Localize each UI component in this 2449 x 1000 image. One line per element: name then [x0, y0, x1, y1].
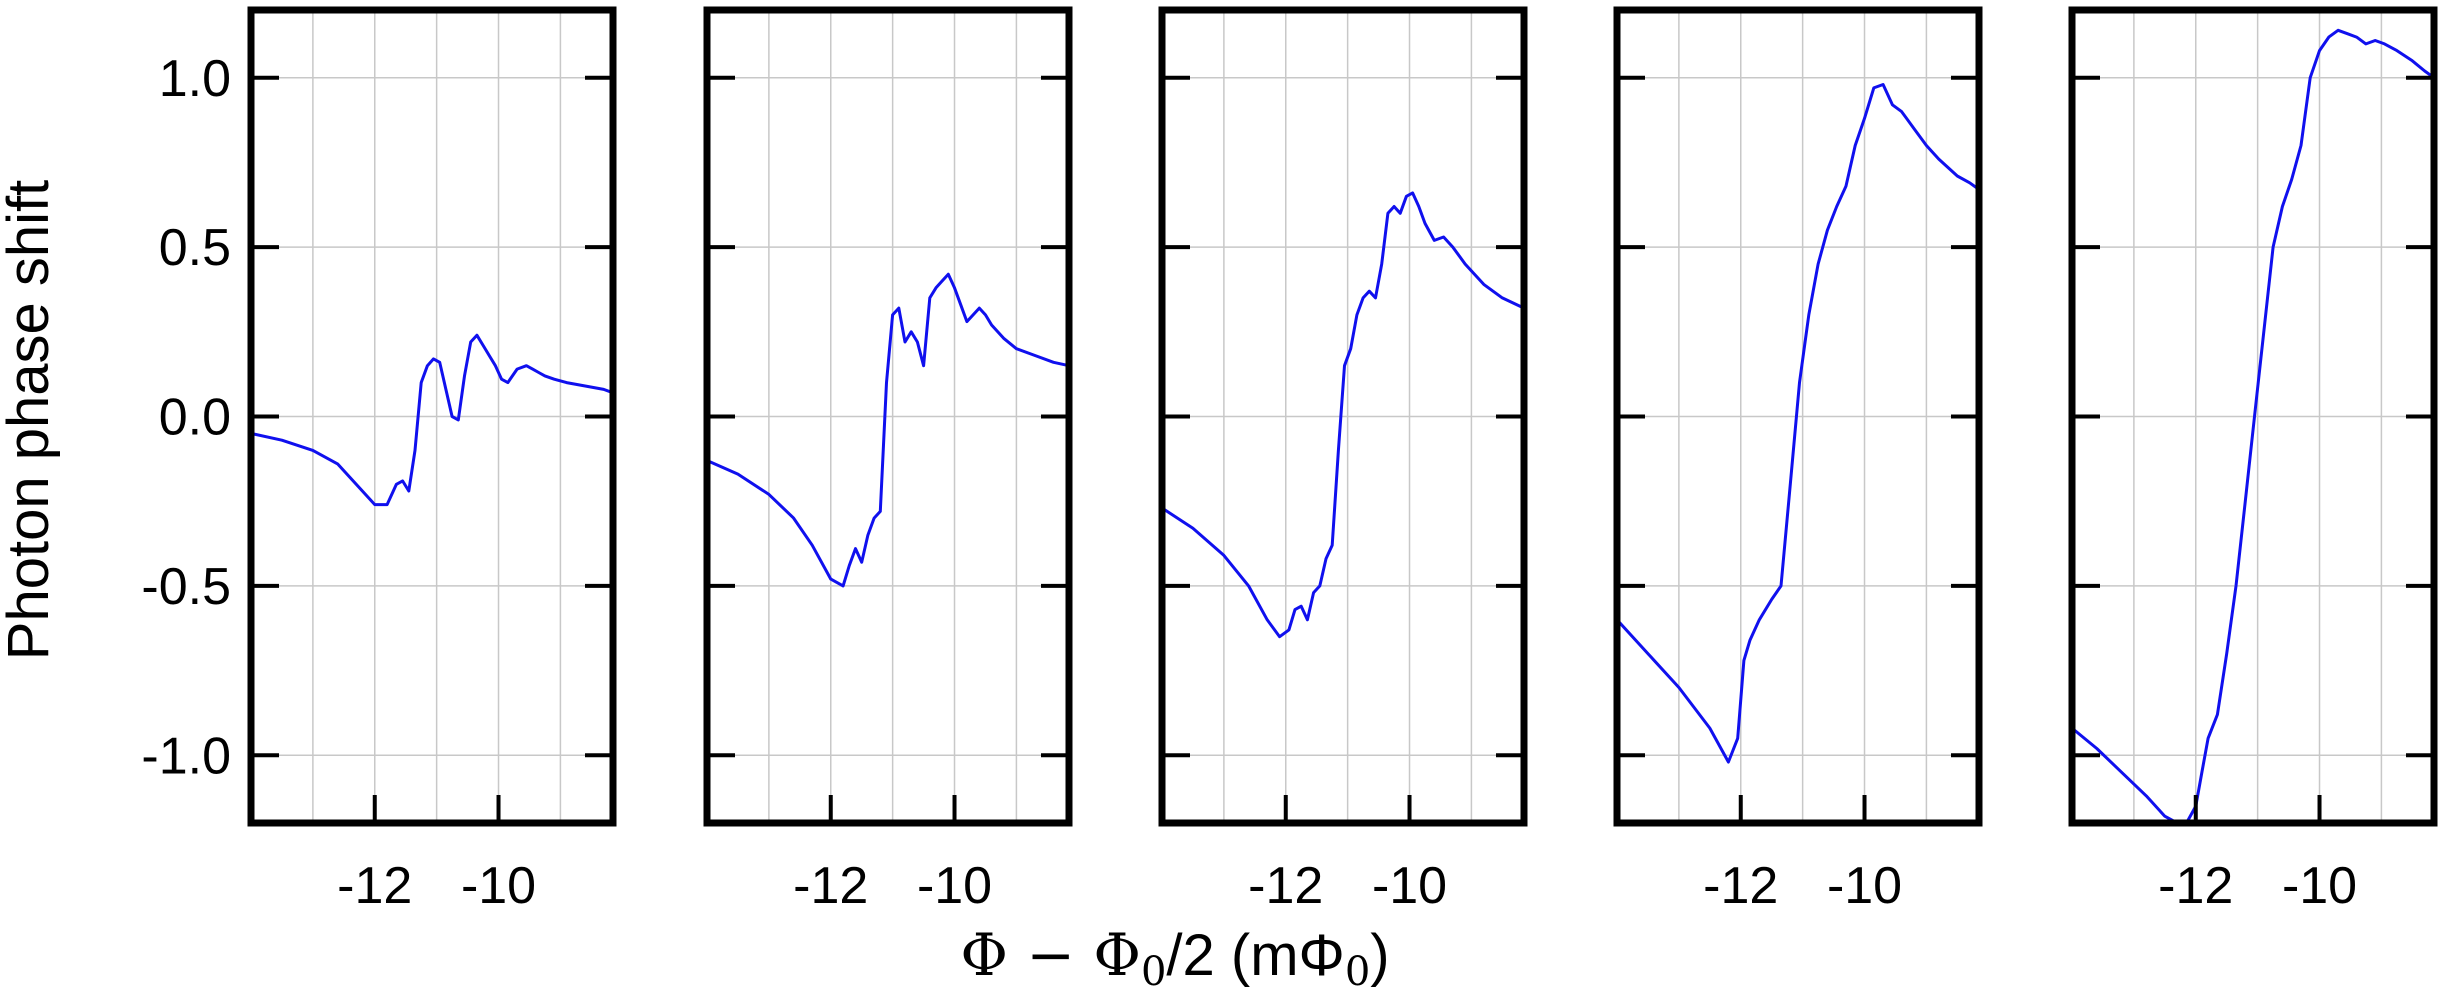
panel-frame	[2068, 6, 2438, 827]
y-tick-label: -1.0	[141, 727, 231, 785]
y-tick-label: 0.0	[159, 389, 231, 447]
panel-1: -12 -10 -1.0 -0.5 0.0 0.5 1.0	[141, 6, 617, 915]
data-line	[706, 272, 1070, 588]
x-tick-label: -12	[1248, 857, 1323, 915]
x-tick-label: -10	[461, 857, 536, 915]
panel-frame	[1158, 6, 1528, 827]
panel-3: -12 -10	[1158, 6, 1528, 915]
panel-frame	[703, 6, 1073, 827]
data-line	[2071, 28, 2435, 825]
panels: -12 -10-1.0-0.50.00.51.0-12 -10 -12 -10 -12 -1…	[141, 6, 2438, 915]
data-line	[250, 333, 614, 507]
data-line	[1615, 83, 1980, 764]
x-axis-label-part: /2 (mΦ	[1166, 923, 1344, 988]
x-axis-label: Φ − Φ0/2 (mΦ0)	[960, 921, 1389, 995]
x-axis-label-subscript: 0	[1141, 949, 1166, 995]
x-tick-label: -12	[2158, 857, 2233, 915]
x-axis-label-part: )	[1370, 923, 1389, 988]
x-tick-label: -12	[337, 857, 412, 915]
x-axis-label-subscript: 0	[1345, 949, 1370, 995]
panel-2: -12 -10	[703, 6, 1073, 915]
x-tick-label: -12	[1703, 857, 1778, 915]
y-tick-label: -0.5	[141, 558, 231, 616]
panel-4: -12 -10	[1613, 6, 1983, 915]
x-axis-label-part: Φ − Φ	[960, 921, 1141, 989]
x-tick-label: -10	[1827, 857, 1902, 915]
data-line	[1161, 191, 1525, 639]
x-tick-label: -10	[917, 857, 992, 915]
panel-5: -12 -10	[2068, 6, 2438, 915]
panel-frame	[1613, 6, 1983, 827]
x-tick-label: -10	[1372, 857, 1447, 915]
x-tick-label: -12	[793, 857, 868, 915]
y-tick-label: 1.0	[159, 50, 231, 108]
panel-frame	[247, 6, 617, 827]
y-axis-label: Photon phase shift	[0, 180, 61, 660]
x-tick-label: -10	[2282, 857, 2357, 915]
y-tick-label: 0.5	[159, 219, 231, 277]
